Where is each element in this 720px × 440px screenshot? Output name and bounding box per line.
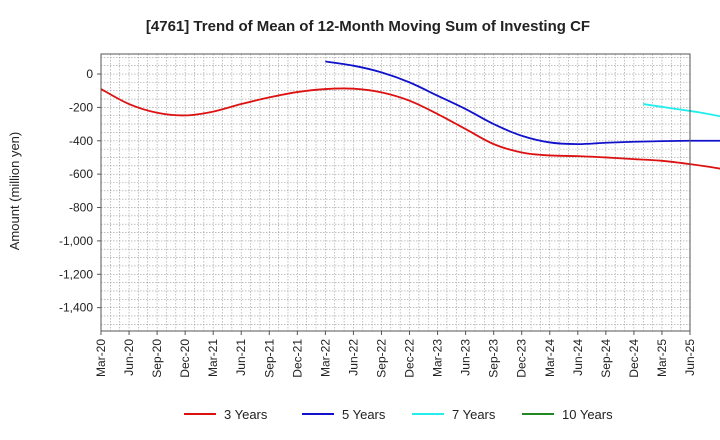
legend-label-10-years: 10 Years bbox=[562, 407, 613, 422]
y-axis: 0 -200 -400 -600 -800 -1,000 -1,200 -1,400 bbox=[59, 67, 101, 315]
x-tick-label: Dec-24 bbox=[627, 339, 641, 378]
x-tick-label: Mar-20 bbox=[94, 339, 108, 377]
x-tick-label: Mar-22 bbox=[318, 339, 332, 377]
chart-title: [4761] Trend of Mean of 12-Month Moving … bbox=[146, 18, 590, 35]
y-tick-label: -800 bbox=[69, 201, 93, 215]
x-tick-label: Sep-22 bbox=[374, 339, 388, 378]
x-tick-label: Mar-24 bbox=[543, 339, 557, 377]
series-line-3-years bbox=[100, 87, 720, 170]
y-tick-label: -1,000 bbox=[59, 234, 93, 248]
x-tick-label: Jun-23 bbox=[459, 339, 473, 376]
x-axis: Mar-20 Jun-20 Sep-20 Dec-20 Mar-21 Jun-21 Sep-… bbox=[94, 331, 697, 378]
plot-area bbox=[101, 54, 690, 331]
y-tick-label: 0 bbox=[86, 67, 93, 81]
x-tick-label: Jun-25 bbox=[683, 339, 697, 376]
x-tick-label: Dec-23 bbox=[515, 339, 529, 378]
x-tick-label: Mar-21 bbox=[206, 339, 220, 377]
y-tick-label: -600 bbox=[69, 167, 93, 181]
grid-lines bbox=[100, 54, 691, 331]
x-tick-label: Jun-21 bbox=[234, 339, 248, 376]
legend-label-7-years: 7 Years bbox=[452, 407, 496, 422]
x-tick-label: Sep-23 bbox=[487, 339, 501, 378]
x-tick-label: Dec-21 bbox=[290, 339, 304, 378]
x-tick-label: Jun-24 bbox=[571, 339, 585, 376]
series-line-7-years bbox=[643, 103, 720, 118]
x-tick-label: Dec-20 bbox=[178, 339, 192, 378]
x-tick-label: Mar-25 bbox=[655, 339, 669, 377]
series-layer bbox=[100, 60, 720, 170]
x-tick-label: Sep-20 bbox=[150, 339, 164, 378]
x-tick-label: Sep-21 bbox=[262, 339, 276, 378]
y-tick-label: -200 bbox=[69, 100, 93, 114]
x-tick-label: Sep-24 bbox=[599, 339, 613, 378]
x-tick-label: Jun-22 bbox=[346, 339, 360, 376]
y-tick-label: -400 bbox=[69, 134, 93, 148]
legend: 3 Years 5 Years 7 Years 10 Years bbox=[184, 407, 613, 422]
x-tick-label: Dec-22 bbox=[403, 339, 417, 378]
y-tick-label: -1,400 bbox=[59, 301, 93, 315]
plot-frame bbox=[100, 53, 691, 332]
y-axis-label: Amount (million yen) bbox=[7, 132, 22, 251]
x-tick-label: Mar-23 bbox=[431, 339, 445, 377]
legend-label-5-years: 5 Years bbox=[342, 407, 386, 422]
legend-label-3-years: 3 Years bbox=[224, 407, 268, 422]
x-tick-label: Jun-20 bbox=[122, 339, 136, 376]
series-line-5-years bbox=[325, 60, 720, 146]
y-tick-label: -1,200 bbox=[59, 267, 93, 281]
